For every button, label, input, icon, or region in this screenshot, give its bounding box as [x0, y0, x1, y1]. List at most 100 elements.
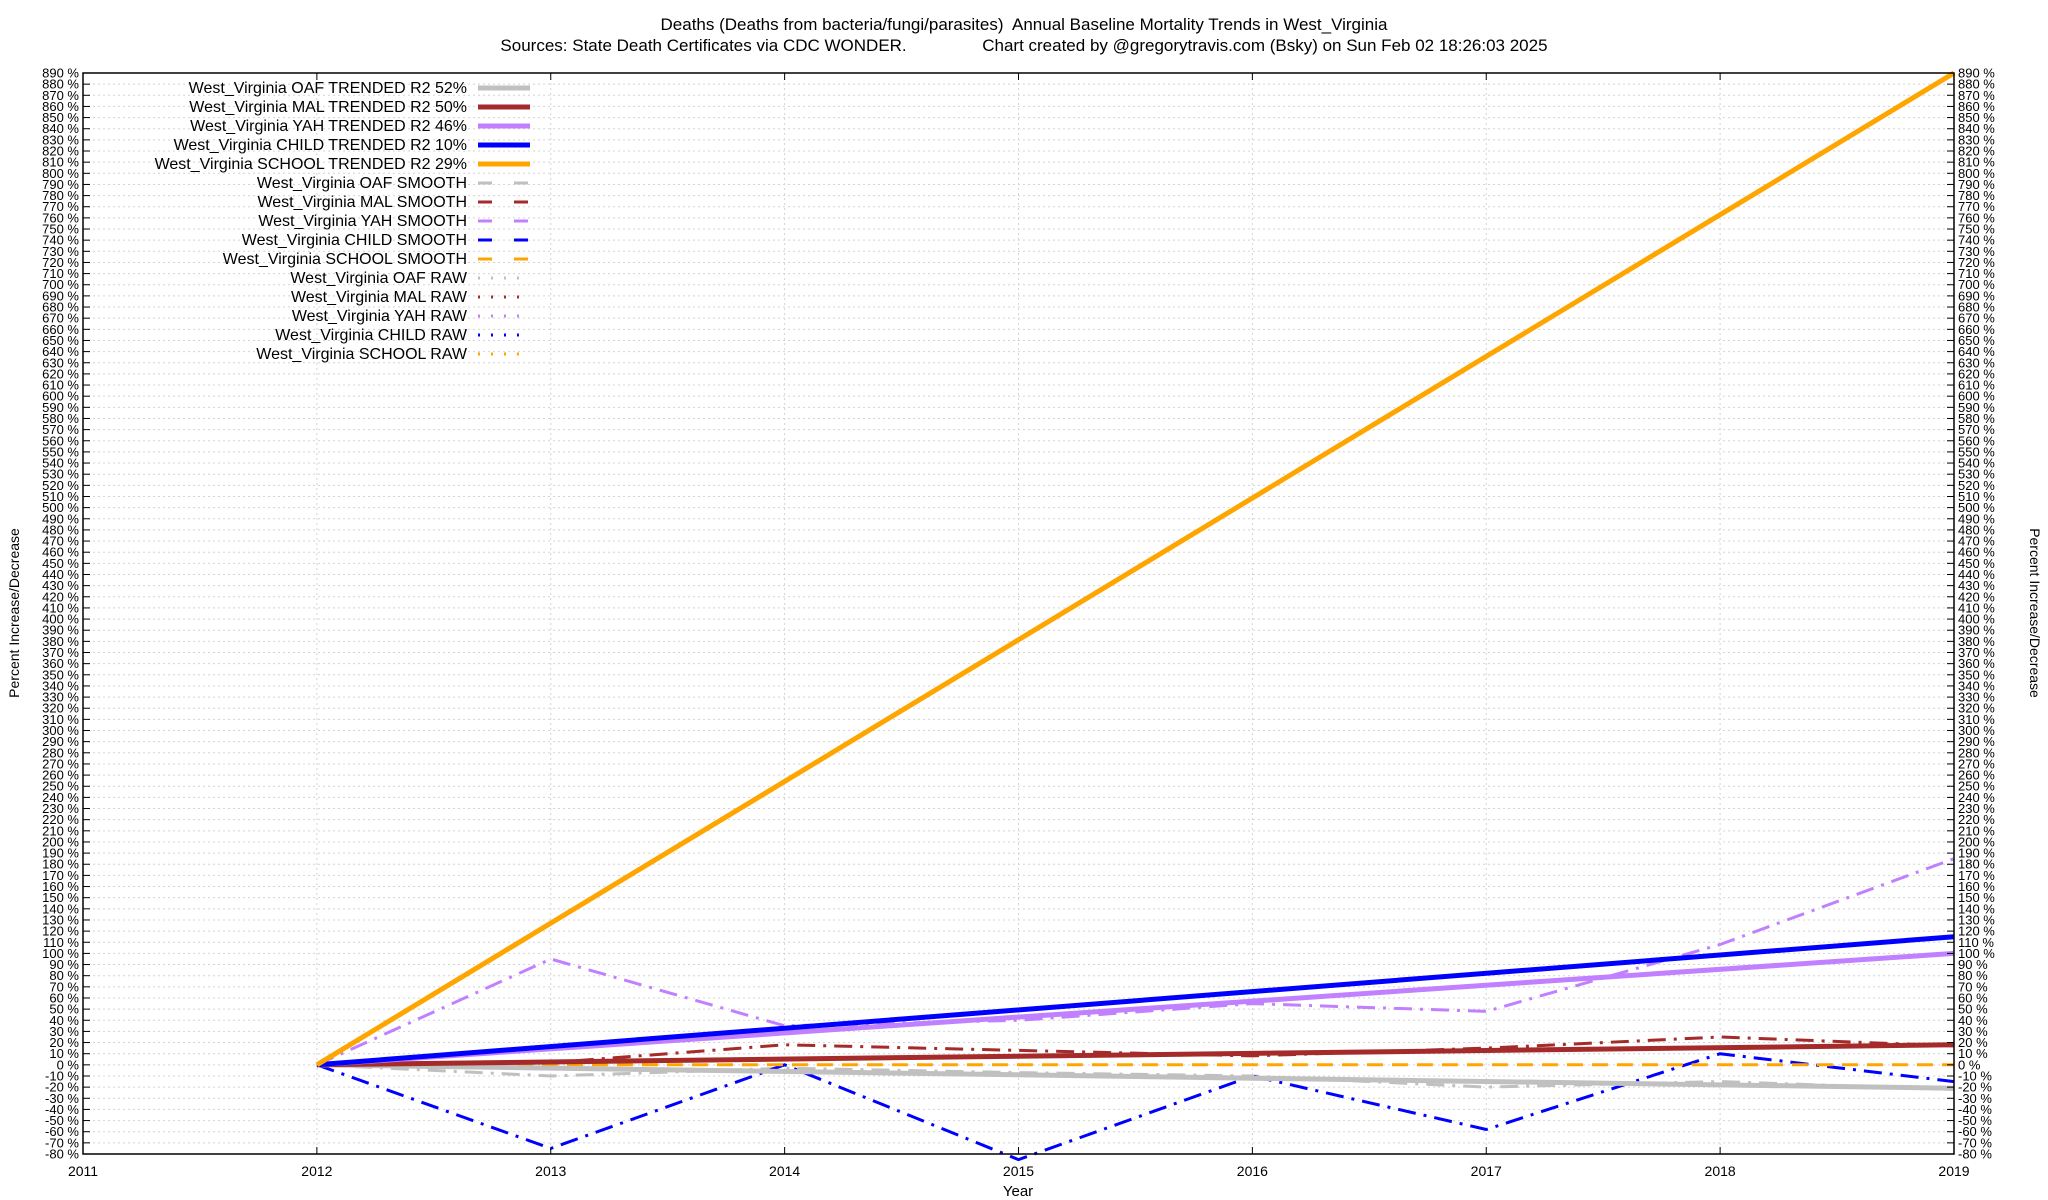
y-tick-label-left: 200 % — [42, 834, 79, 849]
y-tick-label-right: 10 % — [1958, 1046, 1988, 1061]
y-tick-label-right: 480 % — [1958, 522, 1995, 537]
y-tick-label-right: 130 % — [1958, 912, 1995, 927]
x-tick-label: 2012 — [301, 1163, 332, 1179]
y-tick-label-right: 60 % — [1958, 990, 1988, 1005]
y-tick-label-left: 400 % — [42, 612, 79, 627]
series-line — [316, 1062, 1955, 1091]
legend-entry-label: West_Virginia YAH TRENDED R2 46% — [190, 118, 467, 135]
y-tick-label-left: 20 % — [49, 1035, 79, 1050]
axes: -80 % -80 %-70 % -70 %-60 % -60 %-50 % -50 %… — [42, 66, 1995, 1180]
y-tick-label-left: 170 % — [42, 868, 79, 883]
y-tick-label-left: 40 % — [49, 1013, 79, 1028]
legend-entry-label: West_Virginia OAF SMOOTH — [257, 175, 467, 192]
y-tick-label-right: 490 % — [1958, 511, 1995, 526]
y-tick-label-right: 120 % — [1958, 924, 1995, 939]
y-tick-label-left: 570 % — [42, 422, 79, 437]
y-tick-label-left: 800 % — [42, 166, 79, 181]
y-tick-label-left: 850 % — [42, 110, 79, 125]
y-tick-label-right: 200 % — [1958, 834, 1995, 849]
y-tick-label-right: 660 % — [1958, 322, 1995, 337]
y-tick-label-left: 270 % — [42, 756, 79, 771]
legend-entry-label: West_Virginia MAL SMOOTH — [257, 194, 467, 211]
y-tick-label-right: 410 % — [1958, 600, 1995, 615]
y-tick-label-left: 220 % — [42, 812, 79, 827]
y-tick-label-right: 380 % — [1958, 634, 1995, 649]
y-tick-label-left: 660 % — [42, 322, 79, 337]
series-line — [316, 1042, 1955, 1068]
y-tick-label-left: 110 % — [43, 935, 79, 950]
chart-title: Deaths (Deaths from bacteria/fungi/paras… — [661, 15, 1388, 34]
y-tick-label-left: 840 % — [42, 121, 79, 136]
y-tick-label-right: 40 % — [1958, 1013, 1988, 1028]
y-tick-label-left: -30 % — [45, 1091, 79, 1106]
y-tick-label-right: 510 % — [1958, 489, 1995, 504]
y-tick-label-right: 100 % — [1958, 946, 1995, 961]
legend-entry-label: West_Virginia SCHOOL SMOOTH — [223, 251, 467, 268]
y-tick-label-left: 440 % — [42, 567, 79, 582]
legend-entry-label: West_Virginia YAH RAW — [292, 308, 468, 325]
y-tick-label-left: 130 % — [42, 912, 79, 927]
y-tick-label-right: 430 % — [1958, 578, 1995, 593]
y-tick-label-left: 460 % — [42, 545, 79, 560]
y-tick-label-right: 350 % — [1958, 667, 1995, 682]
y-tick-label-left: 120 % — [42, 924, 79, 939]
legend-entry-label: West_Virginia OAF TRENDED R2 52% — [189, 80, 467, 97]
y-tick-label-right: 790 % — [1958, 177, 1995, 192]
y-tick-label-left: 300 % — [42, 723, 79, 738]
y-tick-label-left: 810 % — [42, 155, 79, 170]
y-tick-label-left: 770 % — [42, 199, 79, 214]
y-tick-label-right: 230 % — [1958, 801, 1995, 816]
y-tick-label-right: 160 % — [1958, 879, 1995, 894]
y-tick-label-left: -20 % — [45, 1080, 79, 1095]
y-tick-label-left: 600 % — [42, 389, 79, 404]
y-axis-label-right: Percent Increase/Decrease — [2027, 528, 2043, 698]
y-tick-label-right: 300 % — [1958, 723, 1995, 738]
y-tick-label-left: 890 % — [42, 66, 79, 81]
y-tick-label-left: 290 % — [42, 734, 79, 749]
y-tick-label-left: 720 % — [42, 255, 79, 270]
y-tick-label-left: 390 % — [42, 623, 79, 638]
y-tick-label-left: -60 % — [45, 1124, 79, 1139]
y-tick-label-right: 290 % — [1958, 734, 1995, 749]
y-tick-label-left: 590 % — [42, 400, 79, 415]
y-tick-label-left: 420 % — [42, 589, 79, 604]
y-tick-label-right: 780 % — [1958, 188, 1995, 203]
y-tick-label-right: 670 % — [1958, 311, 1995, 326]
y-tick-label-left: 860 % — [42, 99, 79, 114]
y-tick-label-left: 610 % — [42, 378, 79, 393]
legend-entry-label: West_Virginia SCHOOL RAW — [256, 346, 468, 363]
y-tick-label-left: 620 % — [42, 366, 79, 381]
y-tick-label-left: 680 % — [42, 300, 79, 315]
y-tick-label-left: 380 % — [42, 634, 79, 649]
y-tick-label-right: 50 % — [1958, 1002, 1988, 1017]
y-tick-label-right: 850 % — [1958, 110, 1995, 125]
y-tick-label-right: 30 % — [1958, 1024, 1988, 1039]
legend-entry-label: West_Virginia OAF RAW — [290, 270, 468, 287]
y-tick-label-left: 320 % — [42, 701, 79, 716]
y-tick-label-left: 70 % — [49, 979, 79, 994]
y-tick-label-right: 800 % — [1958, 166, 1995, 181]
y-tick-label-left: -80 % — [45, 1147, 79, 1162]
y-tick-label-right: 690 % — [1958, 288, 1995, 303]
y-tick-label-left: 830 % — [42, 132, 79, 147]
y-tick-label-left: 520 % — [42, 478, 79, 493]
y-tick-label-left: 180 % — [42, 857, 79, 872]
y-tick-label-left: 330 % — [42, 690, 79, 705]
y-tick-label-right: 250 % — [1958, 779, 1995, 794]
y-tick-label-left: 870 % — [42, 88, 79, 103]
x-tick-label: 2014 — [769, 1163, 800, 1179]
x-axis-label: Year — [1003, 1183, 1033, 1200]
y-tick-label-left: 250 % — [42, 779, 79, 794]
y-tick-label-right: 420 % — [1958, 589, 1995, 604]
y-tick-label-left: 10 % — [49, 1046, 79, 1061]
y-tick-label-left: -10 % — [45, 1068, 79, 1083]
y-tick-label-left: 880 % — [42, 77, 79, 92]
y-tick-label-right: 90 % — [1958, 957, 1988, 972]
y-tick-label-left: 670 % — [42, 311, 79, 326]
y-tick-label-right: 400 % — [1958, 612, 1995, 627]
y-tick-label-right: 440 % — [1958, 567, 1995, 582]
y-tick-label-right: 560 % — [1958, 433, 1995, 448]
y-tick-label-right: 830 % — [1958, 132, 1995, 147]
y-tick-label-left: 530 % — [42, 467, 79, 482]
y-tick-label-right: -40 % — [1958, 1102, 1992, 1117]
